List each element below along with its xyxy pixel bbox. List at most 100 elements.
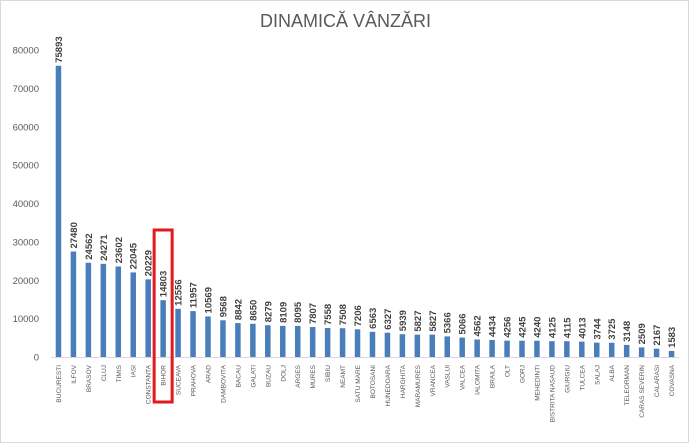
data-label: 23602 [114,237,125,263]
bar-suceava [175,308,181,357]
y-tick-label: 60000 [13,122,39,133]
data-label: 3148 [622,321,633,342]
x-tick-label: IASI [131,365,138,377]
x-tick-label: SIBIU [325,365,332,382]
x-tick-label: BIHOR [161,365,168,386]
x-tick-label: SUCEAVA [176,364,183,395]
x-tick-label: GIURGIU [564,365,571,393]
data-label: 5939 [398,310,409,331]
bar-maramures [414,334,421,357]
bar-ialomita [474,339,480,357]
data-label: 4240 [532,317,543,338]
bar-mures [309,327,316,357]
data-label: 2167 [652,325,663,346]
x-tick-label: COVASNA [669,364,676,396]
x-tick-label: GORJ [520,365,527,383]
y-tick-label: 20000 [13,276,39,287]
x-tick-label: MARAMURES [415,364,422,407]
bar-calarasi [653,348,660,357]
bar-bacau [235,323,241,357]
x-tick-label: BUCURESTI [56,365,63,403]
highlight-rectangle [152,228,174,404]
y-axis: 0 10000 20000 30000 40000 50000 60000 70000 8000… [13,46,679,364]
x-tick-label: BUZAU [265,365,272,387]
x-tick-label: CARAS SEVERIN [639,365,646,418]
y-tick-label: 0 [34,353,39,364]
data-label: 3744 [592,318,603,340]
x-tick-label: IALOMITA [475,364,482,395]
x-tick-label: DOLJ [280,365,287,382]
y-tick-label: 70000 [13,84,39,95]
x-tick-label: OLT [505,365,512,377]
bar-neamt [339,328,346,357]
data-label: 9568 [218,296,229,317]
x-tick-label: SATU MARE [355,364,362,402]
data-label: 4013 [577,317,588,338]
bar-prahova [190,311,196,357]
bar-sibiu [324,327,331,357]
data-label: 3725 [607,318,618,340]
data-label: 8842 [233,299,244,320]
bar-botosani [369,331,376,357]
data-label: 7206 [353,305,364,326]
x-tick-label: HUNEDOARA [385,364,392,406]
data-label: 10569 [204,287,215,313]
bar-vrancea [429,334,436,357]
bar-arad [205,316,211,357]
x-tick-label: MEHEDINTI [534,365,541,401]
bar-timis [115,266,122,357]
chart-title: DINAMICĂ VÂNZĂRI [259,11,432,31]
data-label: 2509 [637,323,648,344]
bar-cluj [100,263,107,357]
data-label: 6327 [383,309,394,330]
bar-giurgiu [564,341,570,357]
x-tick-label: CONSTANTA [146,364,153,404]
data-label: 5366 [443,312,454,333]
data-label: 4256 [503,317,514,338]
x-tick-label: ARAD [206,365,213,383]
bar-bucuresti [55,65,62,357]
data-label: 5827 [428,310,439,331]
data-label: 24562 [84,233,95,259]
data-label: 4125 [547,316,558,338]
x-tick-label: HARGHITA [400,364,407,398]
y-tick-label: 80000 [13,46,39,57]
x-tick-label: NEAMT [340,365,347,388]
bar-iasi [130,272,136,357]
bars [55,65,675,357]
data-label: 7558 [323,304,334,325]
x-tick-label: BRAILA [490,364,497,388]
bar-alba [608,342,615,357]
bar-caras-severin [638,347,645,357]
bar-brasov [85,262,92,357]
data-label: 27480 [69,222,80,248]
bar-mehedinti [534,340,540,357]
bar-dambovita [220,320,226,357]
data-labels: 75893 27480 24562 24271 23602 22045 20229 14803… [54,36,678,348]
x-tick-label: ALBA [609,364,616,381]
y-tick-label: 10000 [13,314,39,325]
y-tick-label: 40000 [13,199,39,210]
highlight-box [152,228,174,404]
bar-tulcea [579,341,585,357]
bar-arges [294,325,301,357]
bar-covasna [668,350,675,357]
bar-satu-mare [354,329,361,357]
bar-bistrita-nasaud [549,341,555,357]
data-label: 4245 [518,316,529,338]
x-tick-label: CALARASI [654,365,661,397]
data-label: 14803 [159,271,170,297]
x-tick-label: SALAJ [594,365,601,385]
data-label: 6563 [368,308,379,329]
data-label: 4434 [488,315,499,337]
x-tick-label: BRASOV [86,364,93,392]
data-label: 8279 [263,301,274,322]
data-label: 8095 [293,301,304,323]
x-tick-label: BACAU [235,365,242,388]
data-label: 7508 [338,304,349,325]
data-label: 24271 [99,234,110,261]
bar-hunedoara [384,332,391,357]
data-label: 7807 [308,303,319,324]
